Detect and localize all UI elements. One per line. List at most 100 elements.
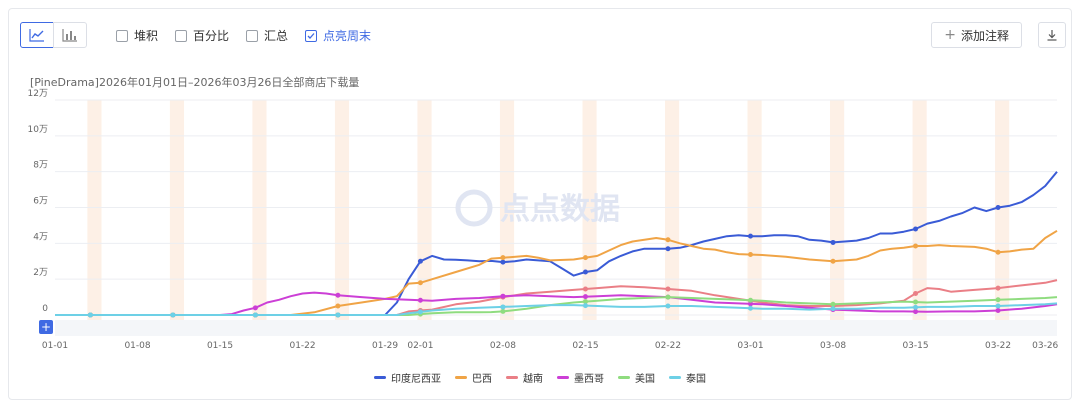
x-tick-label: 03-22	[985, 341, 1011, 351]
series-point	[665, 237, 671, 243]
series-point	[748, 233, 754, 239]
series-point	[335, 303, 341, 309]
weekend-band	[664, 100, 680, 323]
legend-swatch	[455, 376, 467, 379]
weekend-band	[830, 100, 845, 323]
series-point	[582, 294, 588, 300]
checkbox-box	[116, 29, 128, 42]
x-tick-label: 03-26	[1032, 341, 1058, 351]
add-note-button[interactable]: + 添加注释	[931, 22, 1022, 48]
sum-label: 汇总	[264, 29, 289, 43]
series-point	[748, 301, 754, 307]
series-point	[665, 246, 671, 252]
zoom-in-button[interactable]: +	[39, 320, 53, 334]
series-point	[748, 305, 754, 311]
series-point	[830, 306, 836, 312]
stack-label: 堆积	[134, 29, 159, 43]
plus-icon: +	[944, 27, 956, 43]
series-point	[830, 258, 836, 264]
bar-chart-icon	[62, 29, 77, 42]
checkbox-box	[246, 29, 258, 42]
series-point	[582, 255, 588, 261]
weekend-band	[252, 100, 267, 323]
series-point	[748, 252, 754, 258]
legend-label: 墨西哥	[574, 374, 604, 385]
legend-label: 越南	[523, 374, 543, 385]
check-icon	[307, 32, 315, 39]
download-button[interactable]	[1038, 22, 1066, 48]
x-tick-label: 02-01	[407, 341, 433, 351]
download-icon	[1047, 30, 1057, 41]
line-view-button[interactable]	[20, 22, 54, 48]
series-point	[87, 312, 93, 318]
series-point	[995, 205, 1001, 210]
legend-label: 巴西	[472, 374, 492, 385]
series-point	[582, 269, 588, 275]
add-note-label: 添加注释	[960, 28, 1009, 43]
legend-swatch	[557, 376, 569, 379]
weekend-band	[499, 100, 515, 323]
series-point	[665, 286, 671, 292]
series-point	[582, 286, 588, 292]
series-point	[913, 309, 919, 315]
series-point	[748, 297, 754, 303]
weekend-band	[334, 100, 350, 323]
legend-item[interactable]: 墨西哥	[557, 370, 604, 385]
x-tick-label: 02-22	[655, 341, 681, 351]
series-point	[665, 303, 671, 309]
x-tick-label: 01-22	[289, 341, 315, 351]
y-tick-label: 10万	[28, 125, 48, 135]
checkbox-box-checked	[305, 29, 317, 42]
weekend-band	[747, 100, 762, 323]
series-point	[913, 299, 919, 305]
series-point	[335, 292, 341, 298]
checkbox-box	[175, 29, 187, 42]
series-point	[830, 239, 836, 245]
series-point	[995, 308, 1001, 314]
legend-item[interactable]: 泰国	[669, 370, 706, 385]
weekend-band	[912, 100, 927, 323]
legend-item[interactable]: 巴西	[455, 370, 492, 385]
legend-swatch	[374, 376, 386, 379]
series-point	[500, 304, 506, 310]
legend-label: 美国	[635, 374, 655, 385]
x-tick-label: 01-08	[124, 341, 150, 351]
stack-checkbox[interactable]: 堆积	[116, 27, 158, 44]
legend-swatch	[618, 376, 630, 379]
x-tick-label: 01-15	[207, 341, 233, 351]
weekend-label: 点亮周末	[323, 29, 372, 43]
series-line-越南	[55, 279, 1058, 316]
weekend-checkbox[interactable]: 点亮周末	[305, 27, 371, 44]
series-point	[665, 294, 671, 300]
legend-item[interactable]: 越南	[506, 370, 543, 385]
legend-label: 泰国	[686, 374, 706, 385]
series-point	[417, 258, 423, 264]
weekend-band	[169, 100, 185, 323]
series-point	[335, 312, 341, 318]
legend-swatch	[506, 376, 518, 379]
x-tick-label: 03-15	[902, 341, 928, 351]
series-line-泰国	[55, 302, 1058, 316]
series-point	[417, 280, 423, 286]
chart-title: [PineDrama]2026年01月01日–2026年03月26日全部商店下载…	[30, 76, 360, 89]
line-chart-icon	[29, 29, 44, 42]
toolbar-right: + 添加注释	[866, 22, 1066, 50]
legend-item[interactable]: 美国	[618, 370, 655, 385]
legend-item[interactable]: 印度尼西亚	[374, 370, 441, 385]
series-point	[995, 297, 1001, 303]
watermark: 点点数据	[455, 189, 620, 227]
y-tick-label: 2万	[33, 268, 48, 278]
series-point	[500, 255, 506, 261]
percent-checkbox[interactable]: 百分比	[175, 27, 229, 44]
series-point	[500, 259, 506, 265]
watermark-text: 点点数据	[500, 192, 620, 227]
x-tick-label: 01-01	[42, 341, 68, 351]
bar-view-button[interactable]	[53, 22, 87, 48]
series-point	[500, 308, 506, 314]
y-tick-label: 4万	[33, 232, 48, 242]
series-point	[252, 312, 258, 318]
series-point	[913, 243, 919, 249]
y-tick-label: 6万	[33, 197, 48, 207]
sum-checkbox[interactable]: 汇总	[246, 27, 288, 44]
